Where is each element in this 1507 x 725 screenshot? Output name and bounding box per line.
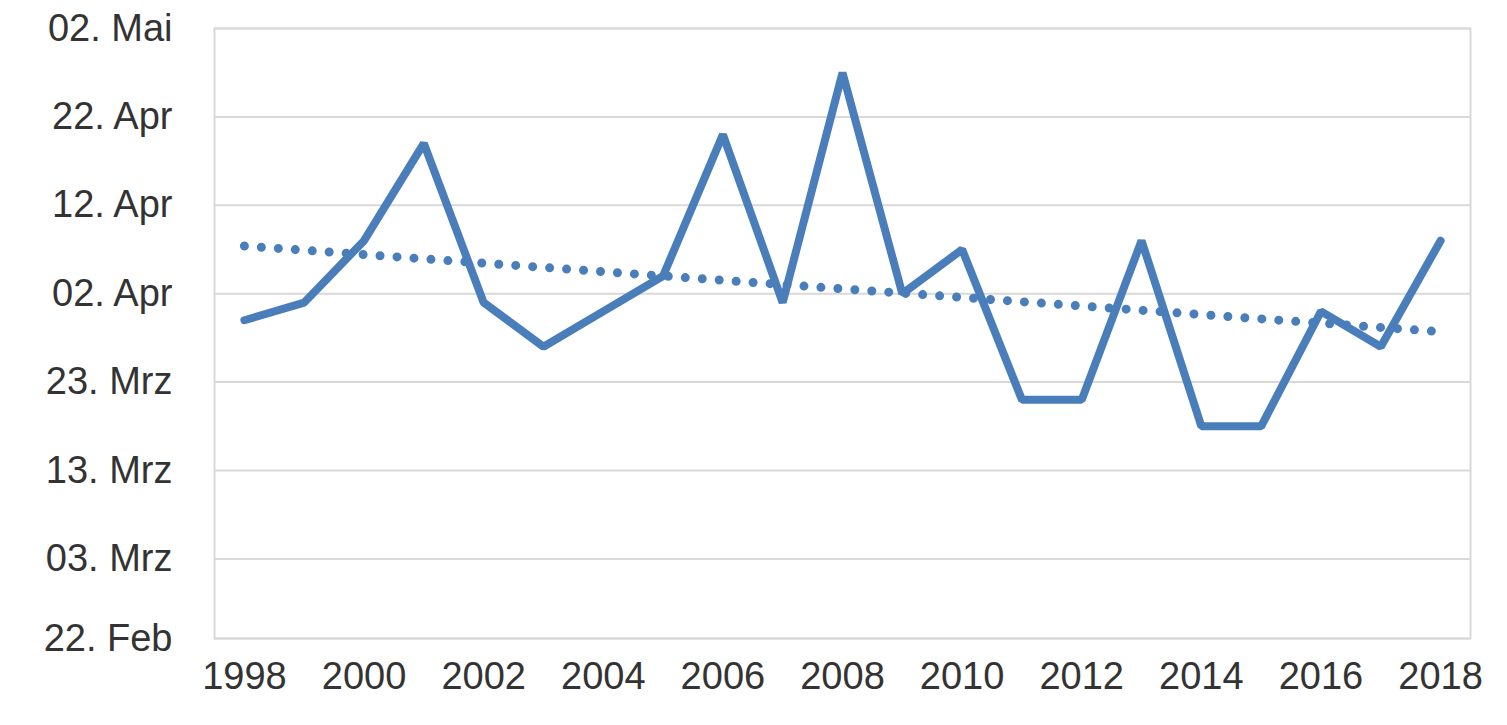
svg-text:2004: 2004 <box>561 655 646 697</box>
svg-text:2018: 2018 <box>1398 655 1483 697</box>
svg-text:2012: 2012 <box>1039 655 1124 697</box>
svg-text:2002: 2002 <box>441 655 526 697</box>
svg-text:22. Apr: 22. Apr <box>52 95 173 137</box>
svg-text:1998: 1998 <box>202 655 287 697</box>
svg-text:13. Mrz: 13. Mrz <box>46 449 173 491</box>
svg-text:02. Mai: 02. Mai <box>48 7 173 49</box>
svg-text:2008: 2008 <box>800 655 885 697</box>
svg-text:2014: 2014 <box>1159 655 1244 697</box>
svg-text:23. Mrz: 23. Mrz <box>46 360 173 402</box>
svg-text:2006: 2006 <box>681 655 766 697</box>
svg-text:22. Feb: 22. Feb <box>44 617 173 659</box>
svg-text:02. Apr: 02. Apr <box>52 272 173 314</box>
svg-text:03. Mrz: 03. Mrz <box>46 537 173 579</box>
svg-text:2000: 2000 <box>322 655 407 697</box>
svg-text:2016: 2016 <box>1279 655 1364 697</box>
svg-text:2010: 2010 <box>920 655 1005 697</box>
svg-text:12. Apr: 12. Apr <box>52 183 173 225</box>
